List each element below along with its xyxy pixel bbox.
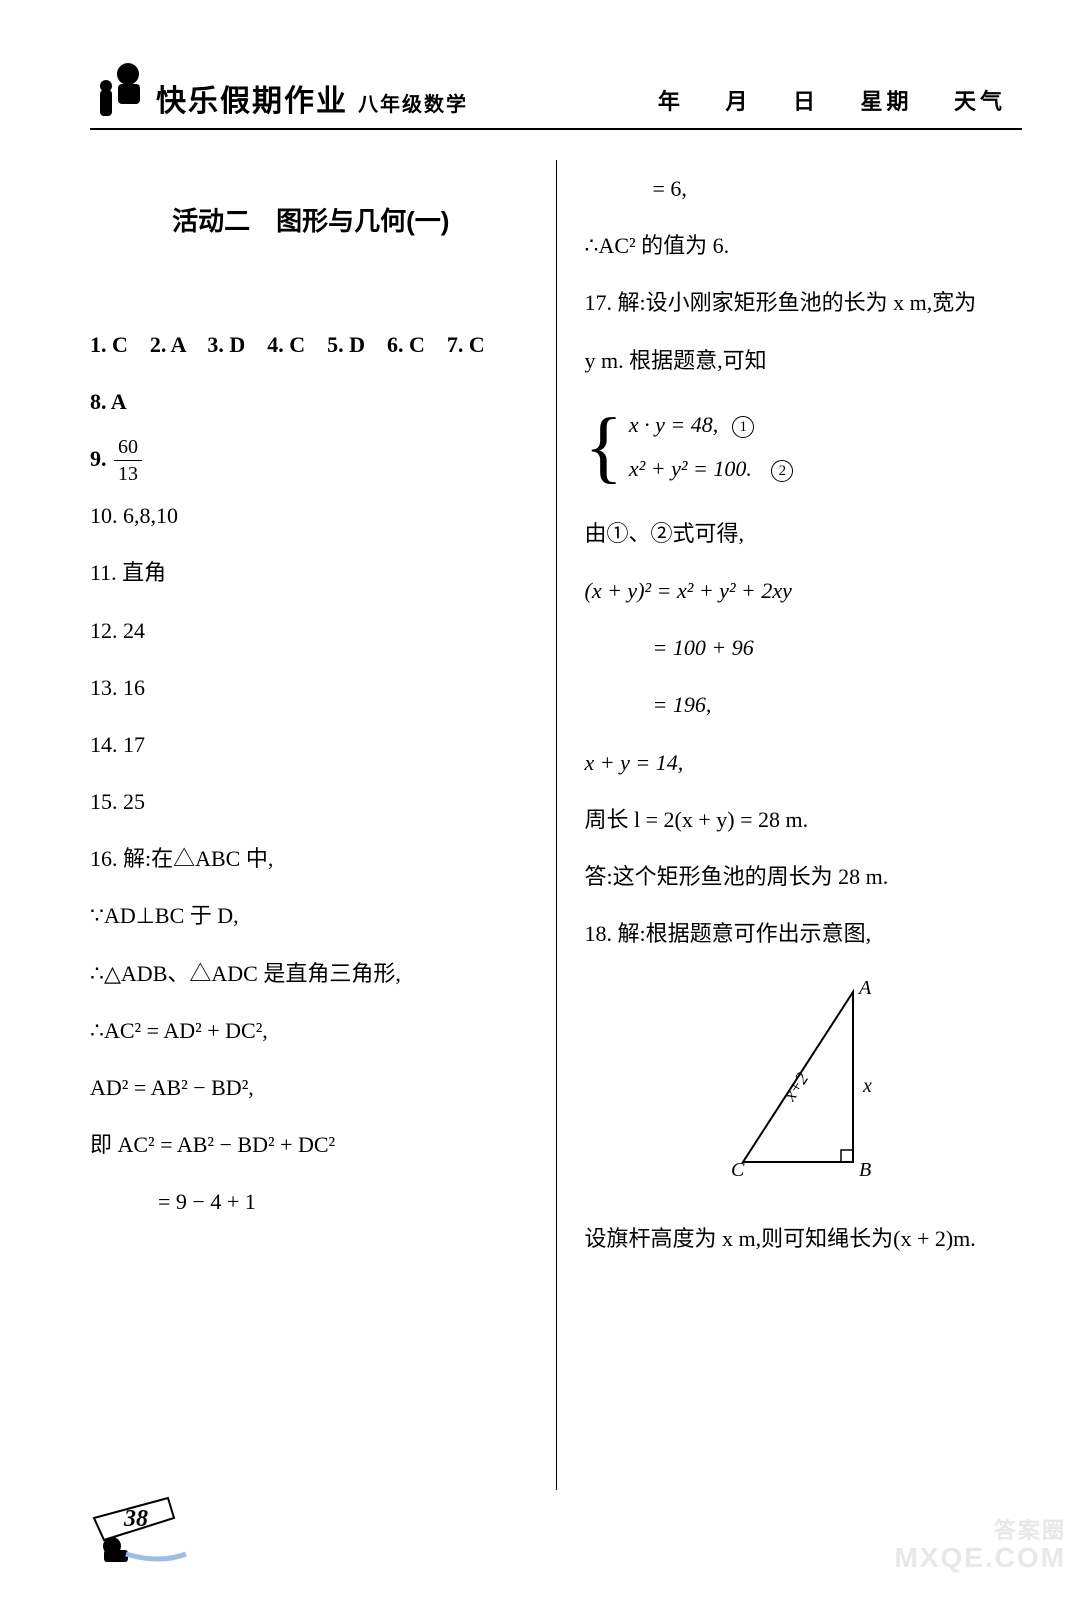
page-number-flag: 38 (90, 1484, 210, 1564)
answer-11: 11. 直角 (90, 544, 532, 601)
r1: = 6, (585, 160, 1023, 217)
svg-text:A: A (857, 977, 872, 999)
q17-a: 17. 解:设小刚家矩形鱼池的长为 x m,宽为 (585, 274, 1023, 331)
label-week: 星期 (860, 89, 912, 114)
left-column: 活动二 图形与几何(一) 1. C 2. A 3. D 4. C 5. D 6.… (90, 160, 556, 1490)
page: 快乐假期作业 八年级数学 年 月 日 星期 天气 活动二 图形与几何(一) 1.… (0, 0, 1092, 1600)
r2: ∴AC² 的值为 6. (585, 217, 1023, 274)
q17-b: y m. 根据题意,可知 (585, 332, 1023, 389)
q17-f: = 196, (585, 676, 1023, 733)
answer-9: 9. 60 13 (90, 430, 532, 487)
q17-e: = 100 + 96 (585, 619, 1023, 676)
sys2-text: x² + y² = 100. (629, 456, 752, 481)
q9-fraction: 60 13 (114, 437, 142, 484)
watermark: 答案圈 MXQE.COM (894, 1519, 1066, 1574)
triangle-diagram: A B C x x+2 (713, 972, 893, 1192)
page-number: 38 (123, 1506, 148, 1532)
content-columns: 活动二 图形与几何(一) 1. C 2. A 3. D 4. C 5. D 6.… (90, 160, 1022, 1490)
q18-b: 设旗杆高度为 x m,则可知绳长为(x + 2)m. (585, 1210, 1023, 1267)
sys-line-1: x · y = 48, 1 (629, 403, 796, 447)
brace-icon: { (585, 407, 623, 487)
watermark-line2: MXQE.COM (894, 1543, 1066, 1574)
watermark-line1: 答案圈 (894, 1519, 1066, 1543)
right-column: = 6, ∴AC² 的值为 6. 17. 解:设小刚家矩形鱼池的长为 x m,宽… (557, 160, 1023, 1490)
q16-line-e: AD² = AB² − BD², (90, 1059, 532, 1116)
answer-12: 12. 24 (90, 602, 532, 659)
label-month: 月 (725, 89, 751, 114)
brace-lines: x · y = 48, 1 x² + y² = 100. 2 (629, 403, 796, 491)
title-main: 快乐假期作业 (156, 76, 348, 120)
date-line: 年 月 日 星期 天气 (642, 84, 1022, 116)
logo-icon (90, 60, 150, 120)
q16-line-b: ∵AD⊥BC 于 D, (90, 887, 532, 944)
answer-10: 10. 6,8,10 (90, 487, 532, 544)
svg-text:C: C (731, 1159, 745, 1181)
page-header: 快乐假期作业 八年级数学 年 月 日 星期 天气 (90, 60, 1022, 120)
title-block: 快乐假期作业 八年级数学 (156, 76, 468, 120)
label-year: 年 (658, 89, 684, 114)
answers-1-7: 1. C 2. A 3. D 4. C 5. D 6. C 7. C (90, 316, 532, 373)
q17-d: (x + y)² = x² + y² + 2xy (585, 562, 1023, 619)
q9-den: 13 (114, 461, 142, 484)
sys1-text: x · y = 48, (629, 412, 718, 437)
header-rule (90, 128, 1022, 130)
label-day: 日 (793, 89, 819, 114)
q17-i: 答:这个矩形鱼池的周长为 28 m. (585, 848, 1023, 905)
circled-2: 2 (771, 460, 793, 482)
equation-system: { x · y = 48, 1 x² + y² = 100. 2 (585, 403, 1023, 491)
svg-text:B: B (859, 1159, 871, 1181)
q17-h: 周长 l = 2(x + y) = 28 m. (585, 791, 1023, 848)
q17-g: x + y = 14, (585, 734, 1023, 791)
q16-line-c: ∴△ADB、△ADC 是直角三角形, (90, 945, 532, 1002)
section-title: 活动二 图形与几何(一) (90, 188, 532, 256)
q16-line-f: 即 AC² = AB² − BD² + DC² (90, 1116, 532, 1173)
answer-14: 14. 17 (90, 716, 532, 773)
answer-15: 15. 25 (90, 773, 532, 830)
answer-8: 8. A (90, 373, 532, 430)
svg-text:x: x (862, 1075, 872, 1097)
answer-13: 13. 16 (90, 659, 532, 716)
label-weather: 天气 (954, 89, 1006, 114)
q18-a: 18. 解:根据题意可作出示意图, (585, 905, 1023, 962)
q16-line-a: 16. 解:在△ABC 中, (90, 830, 532, 887)
q16-line-d: ∴AC² = AD² + DC², (90, 1002, 532, 1059)
q17-c: 由①、②式可得, (585, 505, 1023, 562)
title-sub: 八年级数学 (358, 88, 468, 117)
q9-label: 9. (90, 446, 107, 471)
q16-line-g: = 9 − 4 + 1 (90, 1173, 532, 1230)
circled-1: 1 (732, 416, 754, 438)
sys-line-2: x² + y² = 100. 2 (629, 447, 796, 491)
q9-num: 60 (114, 437, 142, 461)
